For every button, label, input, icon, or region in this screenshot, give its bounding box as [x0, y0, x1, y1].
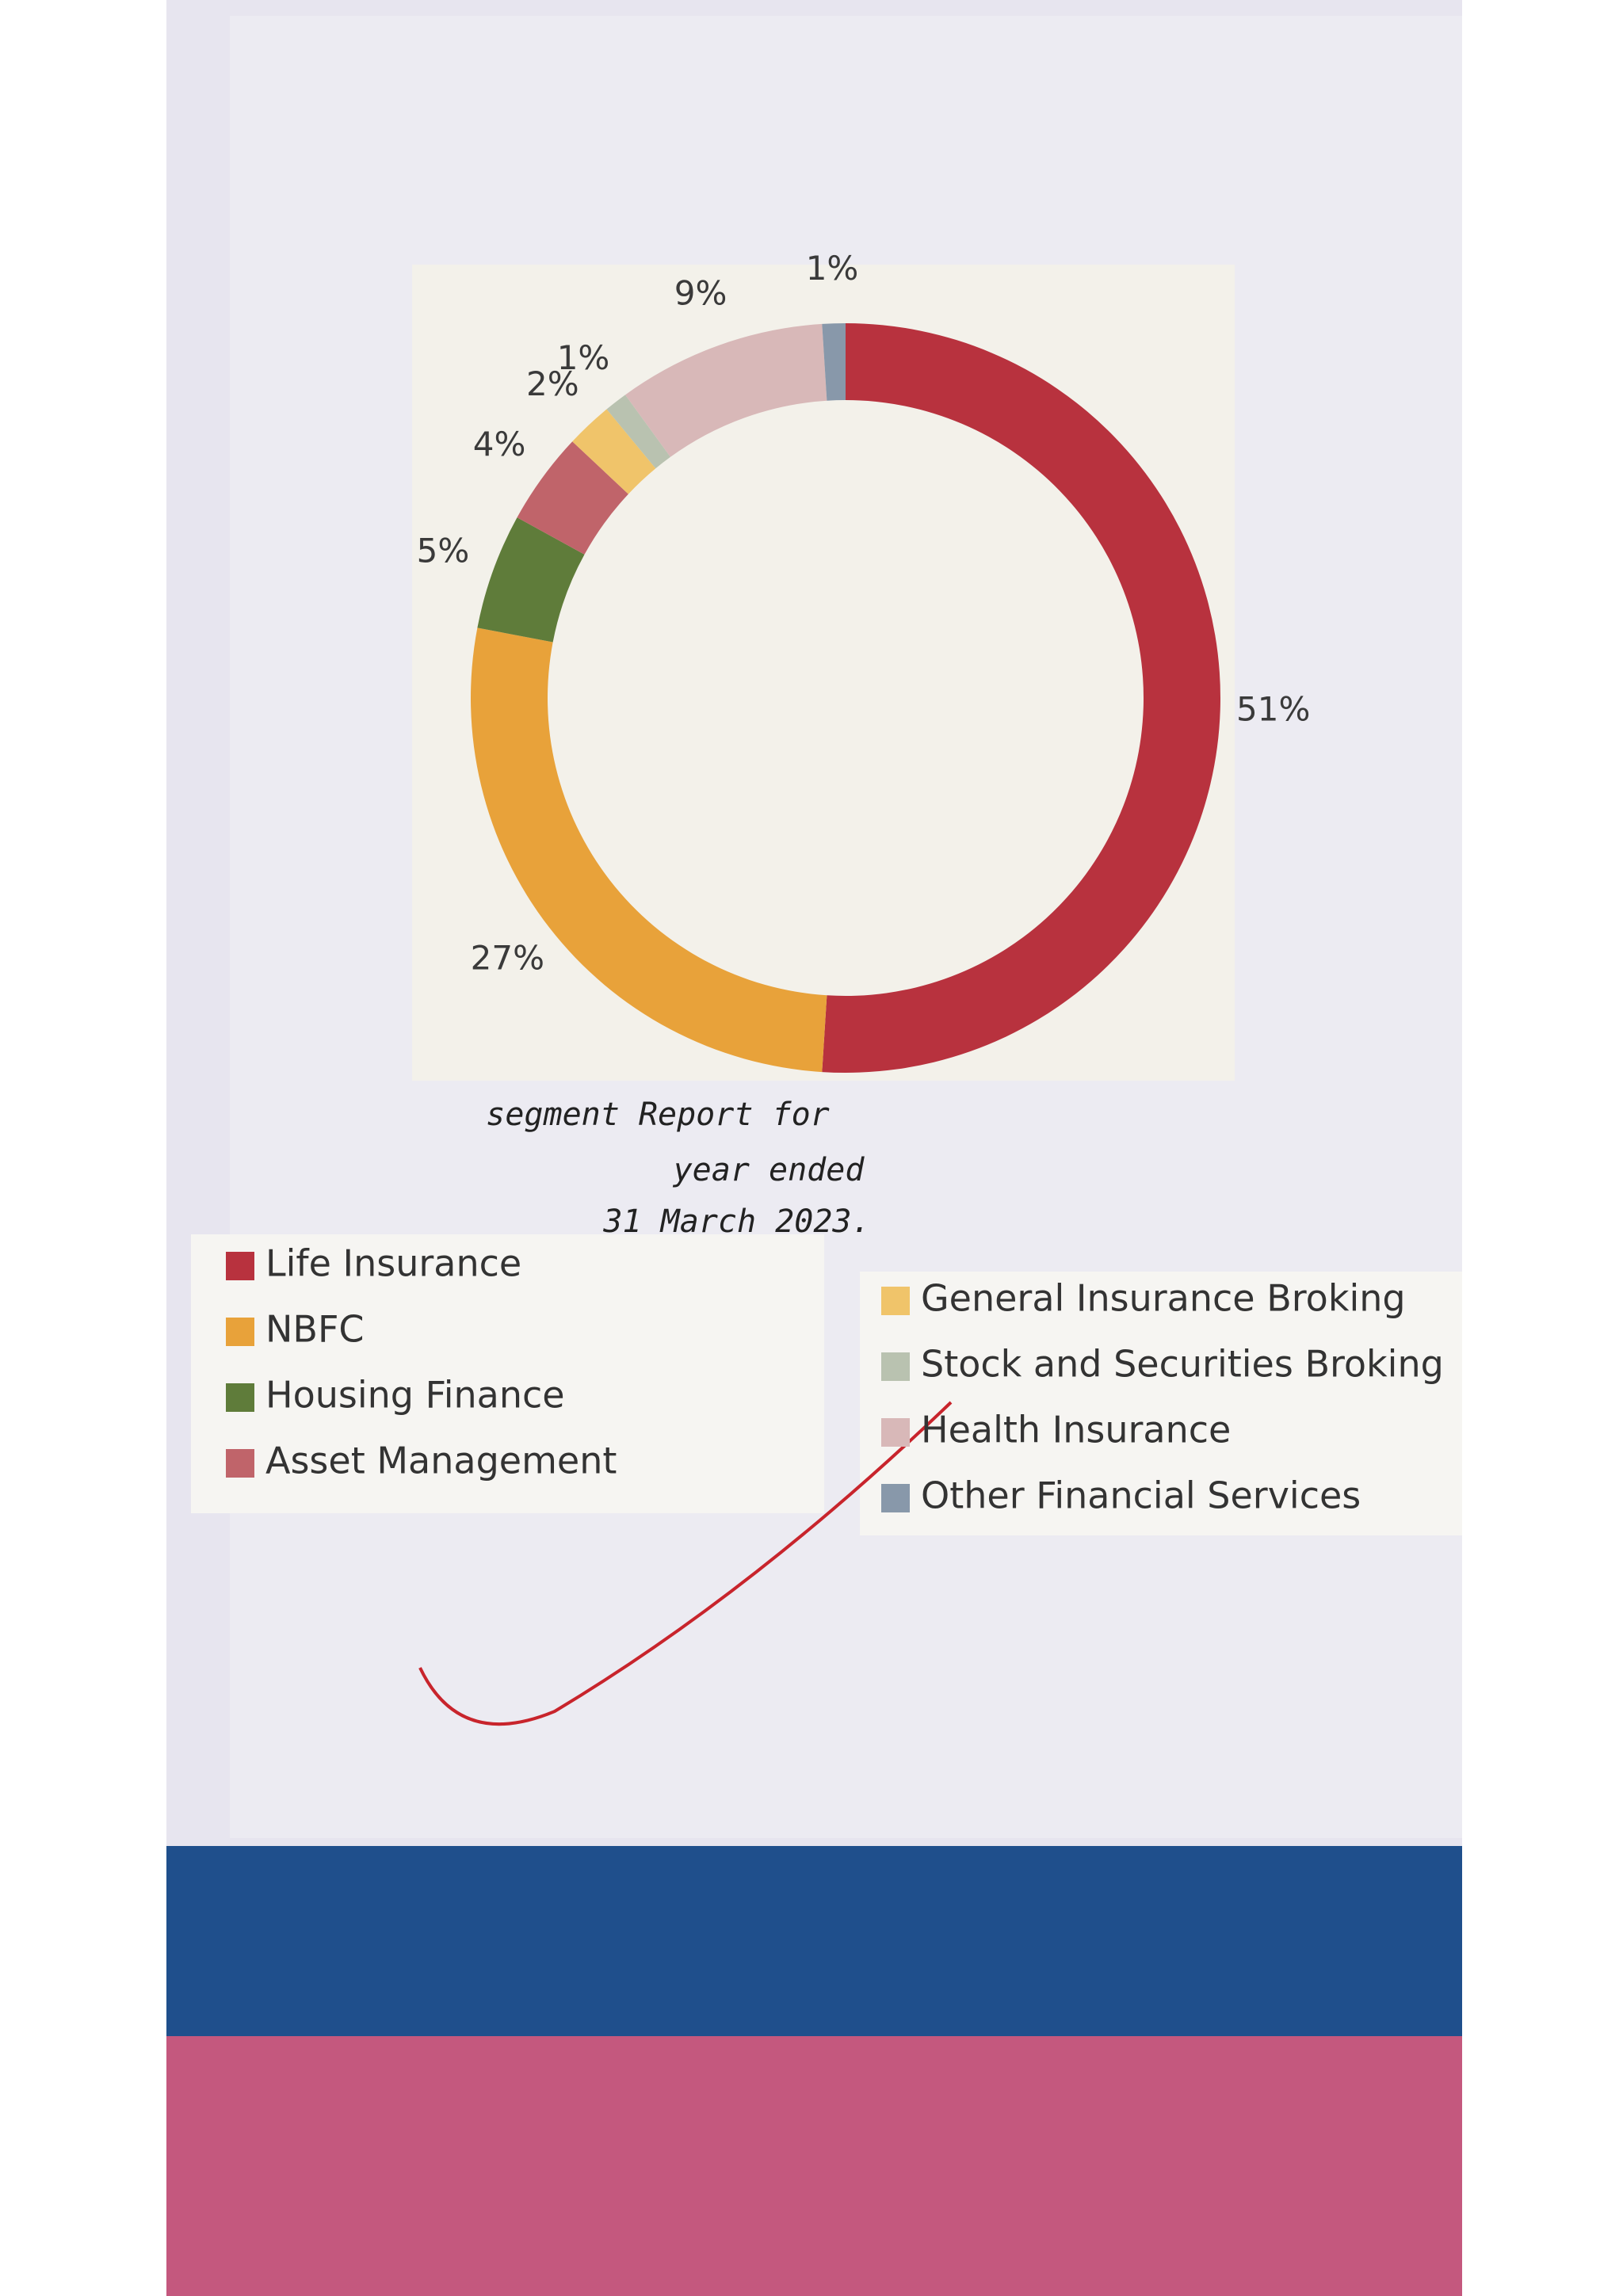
legend-label: Life Insurance [265, 1242, 521, 1285]
pen-mark [418, 1401, 953, 1726]
legend-label: General Insurance Broking [921, 1277, 1406, 1320]
donut-segment [822, 323, 1221, 1074]
legend-cutout-left [191, 1234, 824, 1513]
legend-swatch [881, 1287, 910, 1315]
value-label: 1% [557, 338, 610, 377]
legend-swatch [881, 1484, 910, 1512]
value-label: 9% [674, 273, 727, 312]
caption-line: 31 March 2023. [602, 1203, 870, 1240]
value-label: 2% [526, 364, 579, 403]
legend-swatch [226, 1383, 254, 1412]
legend-swatch [226, 1449, 254, 1478]
donut-segment [572, 409, 656, 494]
donut-segment [606, 395, 670, 469]
legend-swatch [881, 1418, 910, 1447]
legend-label: Stock and Securities Broking [921, 1343, 1444, 1386]
legend-label: Housing Finance [265, 1374, 565, 1417]
donut-segment [477, 517, 585, 643]
donut-segment [517, 441, 628, 555]
legend-swatch [226, 1252, 254, 1280]
legend-label: NBFC [265, 1308, 365, 1351]
caption-line: segment Report for [486, 1097, 829, 1133]
value-label: 1% [806, 249, 859, 288]
value-label: 4% [473, 425, 526, 463]
legend-swatch [226, 1318, 254, 1346]
legend-label: Asset Management [265, 1440, 617, 1482]
blue-folder [166, 1846, 1462, 2036]
legend-cutout-right [860, 1272, 1462, 1535]
value-label: 27% [471, 938, 544, 977]
donut-segment [822, 323, 846, 401]
donut-segment [471, 627, 827, 1073]
caption-line: year ended [673, 1152, 865, 1188]
legend-label: Other Financial Services [921, 1474, 1361, 1517]
legend-swatch [881, 1352, 910, 1381]
fabric [166, 2036, 1462, 2296]
value-label: 51% [1236, 689, 1310, 728]
legend-label: Health Insurance [921, 1409, 1231, 1451]
value-label: 5% [417, 532, 470, 570]
donut-segment [624, 323, 827, 457]
